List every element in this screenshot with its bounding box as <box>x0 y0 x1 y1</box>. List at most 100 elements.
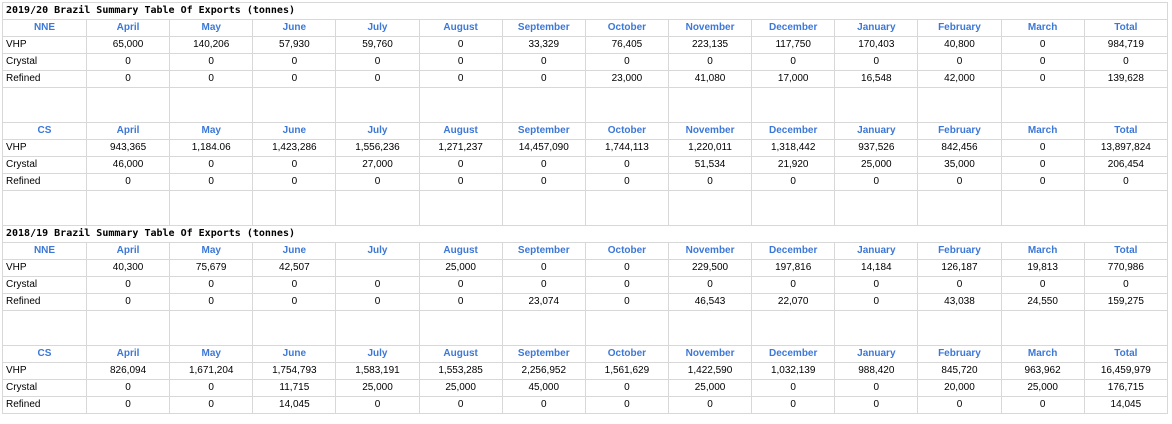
spacer-row <box>2 310 1169 346</box>
table-row: Refined 0 0 14,045 0 0 0 0 0 0 0 0 0 14,045 <box>2 396 1169 414</box>
value-cell: 25,000 <box>1000 379 1085 397</box>
empty-cell <box>335 310 420 346</box>
value-cell: 11,715 <box>252 379 337 397</box>
month-header: November <box>667 122 753 140</box>
value-cell: 0 <box>418 156 503 174</box>
value-cell: 19,813 <box>1000 259 1085 277</box>
value-cell: 0 <box>584 259 669 277</box>
value-cell: 0 <box>335 293 420 311</box>
value-cell: 0 <box>169 173 254 191</box>
value-cell: 0 <box>335 70 420 88</box>
value-cell: 45,000 <box>501 379 586 397</box>
empty-cell <box>584 190 669 226</box>
row-label: Refined <box>2 70 87 88</box>
month-header: September <box>501 345 586 363</box>
month-header: February <box>917 19 1002 37</box>
value-cell: 75,679 <box>169 259 254 277</box>
value-cell: 0 <box>85 396 171 414</box>
empty-cell <box>252 310 337 346</box>
value-cell: 0 <box>584 53 669 71</box>
value-cell: 0 <box>335 173 420 191</box>
value-cell: 59,760 <box>335 36 420 54</box>
value-cell: 25,000 <box>834 156 919 174</box>
empty-cell <box>1083 87 1169 123</box>
value-cell: 0 <box>917 396 1002 414</box>
empty-cell <box>501 310 586 346</box>
value-cell: 0 <box>501 53 586 71</box>
value-cell: 0 <box>584 293 669 311</box>
value-cell: 0 <box>917 276 1002 294</box>
value-cell <box>335 259 420 277</box>
value-cell: 0 <box>917 173 1002 191</box>
empty-cell <box>418 310 503 346</box>
month-header: April <box>85 345 171 363</box>
value-cell: 0 <box>1083 276 1169 294</box>
value-cell: 46,000 <box>85 156 171 174</box>
value-cell: 16,459,979 <box>1083 362 1169 380</box>
value-cell: 16,548 <box>834 70 919 88</box>
value-cell: 46,543 <box>667 293 753 311</box>
value-cell: 159,275 <box>1083 293 1169 311</box>
value-cell: 23,000 <box>584 70 669 88</box>
table-row: Crystal 0 0 0 0 0 0 0 0 0 0 0 0 0 <box>2 53 1169 71</box>
value-cell: 35,000 <box>917 156 1002 174</box>
region-label: CS <box>2 345 87 363</box>
value-cell: 1,184.06 <box>169 139 254 157</box>
table-row: VHP 826,094 1,671,204 1,754,793 1,583,191 1,5… <box>2 362 1169 380</box>
value-cell: 197,816 <box>751 259 836 277</box>
value-cell: 1,754,793 <box>252 362 337 380</box>
value-cell: 24,550 <box>1000 293 1085 311</box>
value-cell: 57,930 <box>252 36 337 54</box>
value-cell: 0 <box>667 396 753 414</box>
month-header: January <box>834 122 919 140</box>
value-cell: 40,300 <box>85 259 171 277</box>
month-header: November <box>667 345 753 363</box>
value-cell: 51,534 <box>667 156 753 174</box>
value-cell: 0 <box>584 156 669 174</box>
value-cell: 0 <box>584 173 669 191</box>
value-cell: 0 <box>169 70 254 88</box>
value-cell: 22,070 <box>751 293 836 311</box>
empty-cell <box>335 87 420 123</box>
value-cell: 76,405 <box>584 36 669 54</box>
value-cell: 25,000 <box>667 379 753 397</box>
section-title: 2018/19 Brazil Summary Table Of Exports … <box>2 225 1168 243</box>
value-cell: 1,583,191 <box>335 362 420 380</box>
month-header: Total <box>1083 122 1169 140</box>
empty-cell <box>252 190 337 226</box>
empty-cell <box>418 87 503 123</box>
month-header: Total <box>1083 242 1169 260</box>
row-label: Refined <box>2 293 87 311</box>
value-cell: 0 <box>834 276 919 294</box>
section-title: 2019/20 Brazil Summary Table Of Exports … <box>2 2 1168 20</box>
empty-cell <box>584 310 669 346</box>
row-label: Refined <box>2 396 87 414</box>
month-header: May <box>169 345 254 363</box>
value-cell: 0 <box>1083 173 1169 191</box>
value-cell: 0 <box>1000 139 1085 157</box>
value-cell: 0 <box>169 396 254 414</box>
empty-cell <box>85 190 171 226</box>
value-cell: 13,897,824 <box>1083 139 1169 157</box>
empty-cell <box>85 310 171 346</box>
value-cell: 0 <box>667 53 753 71</box>
row-label: Crystal <box>2 156 87 174</box>
value-cell: 0 <box>834 53 919 71</box>
value-cell: 0 <box>1000 156 1085 174</box>
section-title-row: 2019/20 Brazil Summary Table Of Exports … <box>2 2 1168 20</box>
empty-cell <box>169 310 254 346</box>
month-header: September <box>501 122 586 140</box>
value-cell: 0 <box>169 53 254 71</box>
value-cell: 937,526 <box>834 139 919 157</box>
value-cell: 0 <box>1000 173 1085 191</box>
month-header: September <box>501 242 586 260</box>
value-cell: 845,720 <box>917 362 1002 380</box>
value-cell: 0 <box>501 70 586 88</box>
table-row: Crystal 0 0 11,715 25,000 25,000 45,000 0 25,000… <box>2 379 1169 397</box>
value-cell: 0 <box>252 70 337 88</box>
empty-cell <box>1083 310 1169 346</box>
month-header: March <box>1000 242 1085 260</box>
value-cell: 0 <box>252 293 337 311</box>
value-cell: 20,000 <box>917 379 1002 397</box>
value-cell: 27,000 <box>335 156 420 174</box>
